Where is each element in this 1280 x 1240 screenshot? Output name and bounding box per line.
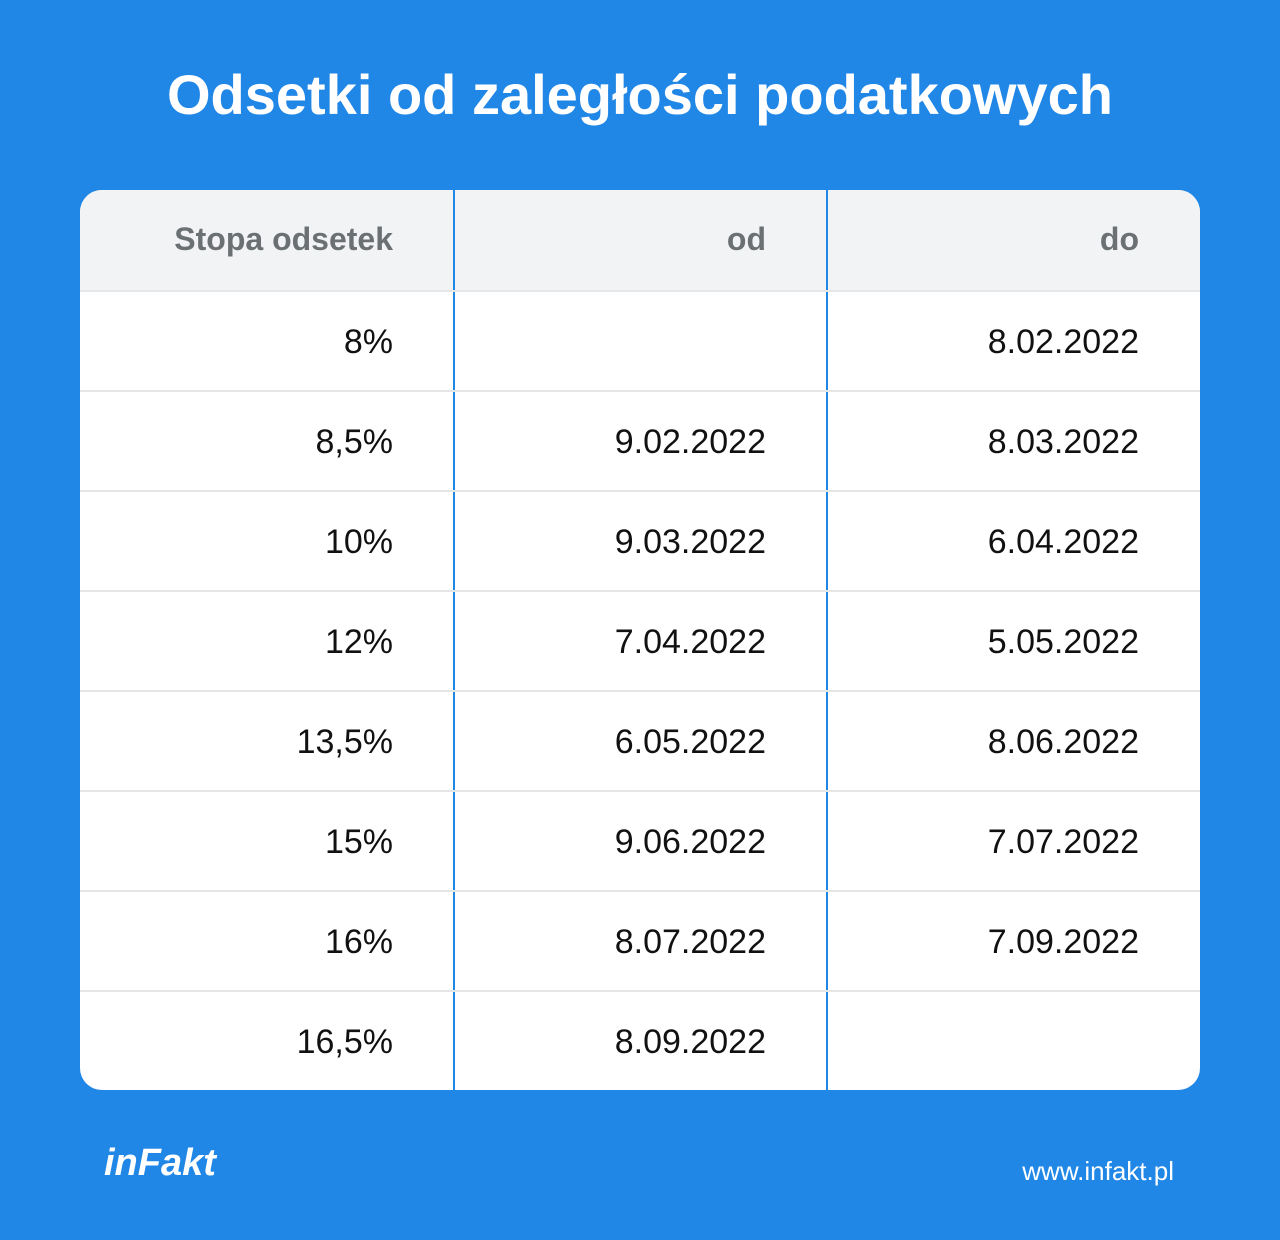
table-cell: 8.06.2022	[826, 692, 1199, 790]
table-row: 8% 8.02.2022	[80, 290, 1200, 390]
table-cell	[826, 992, 1199, 1090]
logo: inFakt	[104, 1142, 216, 1184]
header-cell: od	[453, 190, 826, 290]
header-cell: Stopa odsetek	[174, 221, 393, 257]
table-row: 12% 7.04.2022 5.05.2022	[80, 590, 1200, 690]
header-row: Stopa odsetek od do	[80, 190, 1200, 290]
table-cell: 8.03.2022	[826, 392, 1199, 490]
table-cell	[453, 292, 826, 390]
table-cell: 8.09.2022	[453, 992, 826, 1090]
table-cell: 8,5%	[315, 423, 394, 461]
url: www.infakt.pl	[1022, 1156, 1174, 1186]
table-cell: 8%	[343, 323, 393, 361]
table-cell: 9.02.2022	[453, 392, 826, 490]
title: Odsetki od zaległości podatkowych	[167, 63, 1113, 126]
table-cell: 9.06.2022	[453, 792, 826, 890]
table-row: 8,5% 9.02.2022 8.03.2022	[80, 390, 1200, 490]
table-cell: 6.05.2022	[453, 692, 826, 790]
table-cell: 13,5%	[296, 723, 393, 761]
table-cell: 16%	[324, 923, 393, 961]
header-cell: do	[826, 190, 1199, 290]
table-row: 10% 9.03.2022 6.04.2022	[80, 490, 1200, 590]
table-cell: 8.02.2022	[826, 292, 1199, 390]
table-cell: 7.09.2022	[826, 892, 1199, 990]
table-cell: 16,5%	[296, 1023, 393, 1061]
table-cell: 12%	[324, 623, 393, 661]
table: Stopa odsetek od do 8% 8.02.2022 8,5% 9.02.202…	[80, 190, 1200, 1090]
table-row: 13,5% 6.05.2022 8.06.2022	[80, 690, 1200, 790]
table-cell: 10%	[324, 523, 393, 561]
table-row: 15% 9.06.2022 7.07.2022	[80, 790, 1200, 890]
table-cell: 9.03.2022	[453, 492, 826, 590]
table-cell: 7.07.2022	[826, 792, 1199, 890]
table-cell: 8.07.2022	[453, 892, 826, 990]
table-row: 16% 8.07.2022 7.09.2022	[80, 890, 1200, 990]
table-row: 16,5% 8.09.2022	[80, 990, 1200, 1090]
table-cell: 5.05.2022	[826, 592, 1199, 690]
table-cell: 15%	[324, 823, 393, 861]
table-cell: 6.04.2022	[826, 492, 1199, 590]
table-cell: 7.04.2022	[453, 592, 826, 690]
